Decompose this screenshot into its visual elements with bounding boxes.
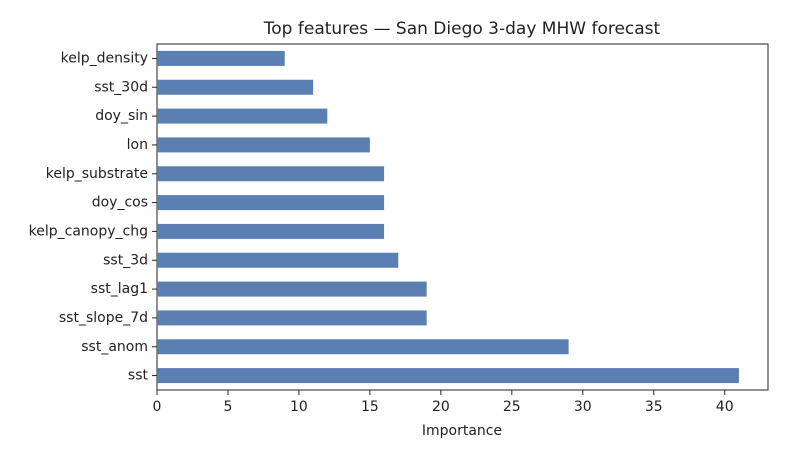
y-tick-label: sst_3d [103, 252, 148, 268]
x-tick-label: 40 [716, 399, 734, 415]
bar [157, 310, 427, 326]
x-tick-label: 25 [503, 399, 521, 415]
bar [157, 281, 427, 297]
bar [157, 195, 385, 211]
y-tick-label: kelp_canopy_chg [29, 223, 148, 239]
y-tick-label: sst [128, 368, 149, 384]
y-tick-label: doy_cos [92, 195, 148, 211]
bar [157, 223, 385, 239]
bar [157, 252, 399, 268]
x-tick-label: 15 [361, 399, 379, 415]
y-tick-label: sst_slope_7d [59, 310, 148, 326]
y-tick-label: sst_anom [81, 339, 148, 355]
y-tick-label: kelp_density [61, 50, 148, 66]
plot-frame [156, 43, 769, 391]
y-tick-label: sst_lag1 [91, 281, 148, 297]
x-tick-label: 5 [224, 399, 233, 415]
y-tick-label: doy_sin [95, 108, 148, 124]
bar [157, 339, 569, 355]
x-tick-label: 10 [290, 399, 308, 415]
bar [157, 368, 739, 384]
x-tick-label: 0 [153, 399, 162, 415]
bar [157, 79, 314, 95]
x-tick-label: 35 [645, 399, 663, 415]
x-tick-label: 20 [432, 399, 450, 415]
bar [157, 166, 385, 182]
y-tick-label: kelp_substrate [46, 166, 148, 182]
x-tick-label: 30 [574, 399, 592, 415]
chart-title: Top features — San Diego 3-day MHW forec… [263, 19, 661, 39]
x-axis-label: Importance [422, 423, 502, 439]
bar [157, 50, 285, 66]
y-tick-label: lon [127, 137, 148, 153]
bar [157, 108, 328, 124]
y-tick-label: sst_30d [94, 79, 148, 95]
bar [157, 137, 370, 153]
